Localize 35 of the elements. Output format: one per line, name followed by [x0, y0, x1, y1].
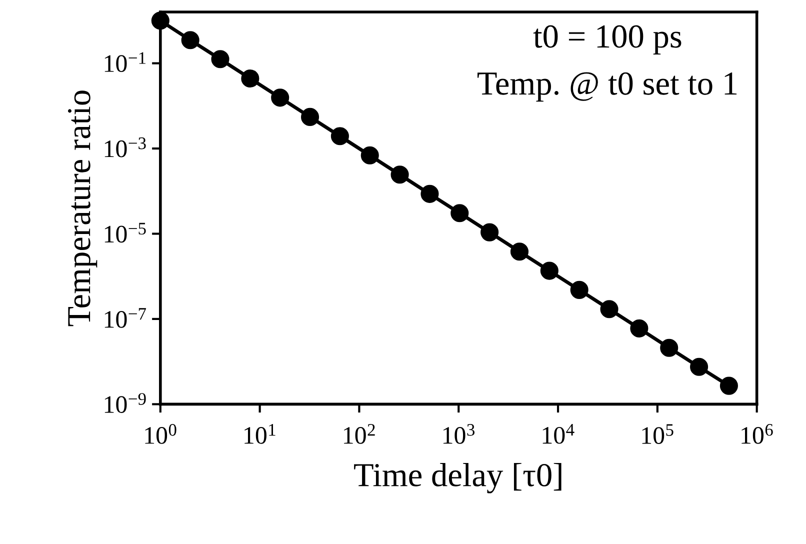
annotation: Temp. @ t0 set to 1 [477, 72, 737, 102]
x-tick-label: 10$^{1}$ [244, 424, 276, 444]
point [720, 376, 738, 395]
point [271, 88, 290, 107]
point [510, 242, 529, 261]
point [570, 280, 588, 299]
x-tick-label: 10$^{2}$ [344, 424, 375, 444]
y-tick-label: 10$^{−9}$ [104, 393, 146, 413]
point [420, 184, 439, 203]
x-tick-label: 10$^{4}$ [542, 424, 574, 444]
point [450, 204, 469, 222]
point [241, 69, 260, 88]
x-tick-label: 10$^{5}$ [642, 424, 674, 444]
x-tick-label: 10$^{0}$ [145, 424, 176, 444]
y-axis-title: Temperature ratio [68, 90, 98, 326]
point [390, 166, 409, 184]
point [300, 108, 320, 126]
y-tick-label: 10$^{−1}$ [104, 52, 146, 72]
point [660, 338, 678, 357]
point [480, 223, 499, 242]
x-axis-title: Time delay [τ0] [354, 462, 562, 494]
x-tick-label: 10$^{3}$ [443, 424, 475, 444]
point [600, 300, 618, 318]
point [360, 146, 379, 164]
annotation: t0 = 100 ps [533, 25, 682, 55]
y-tick-label: 10$^{−7}$ [104, 308, 146, 328]
point [540, 262, 558, 280]
point [211, 50, 230, 68]
point [630, 319, 648, 338]
point [690, 358, 708, 376]
y-tick-label: 10$^{−3}$ [104, 137, 146, 158]
point [330, 127, 349, 146]
point [181, 31, 200, 50]
y-tick-label: 10$^{−5}$ [104, 222, 146, 243]
x-tick-label: 10$^{6}$ [742, 424, 773, 444]
